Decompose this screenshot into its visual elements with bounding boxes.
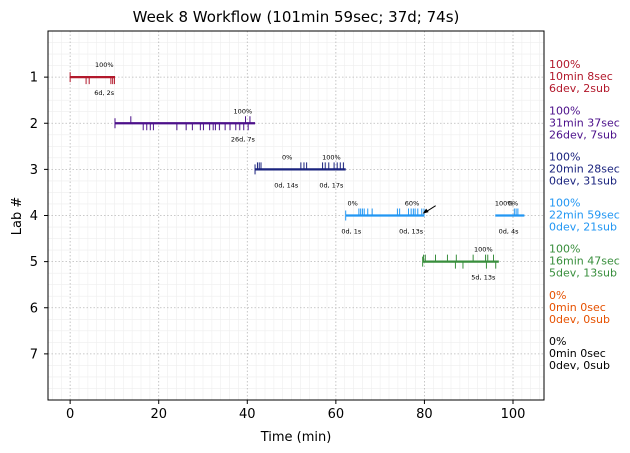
- percent-label: 100%: [322, 153, 341, 161]
- x-tick-label: 80: [416, 407, 433, 422]
- x-tick-label: 0: [66, 407, 74, 422]
- y-tick-label: 4: [30, 209, 38, 224]
- count-label: 6d, 2s: [94, 89, 115, 97]
- lab-4-summary-line: 22min 59sec: [549, 209, 620, 222]
- pointer-arrowhead: [422, 208, 429, 214]
- lab-1-summary-line: 10min 8sec: [549, 70, 613, 83]
- count-label: 0d, 14s: [274, 181, 299, 189]
- lab-5-summary-line: 5dev, 13sub: [549, 267, 617, 280]
- x-tick-label: 20: [150, 407, 167, 422]
- count-label: 0d, 4s: [499, 228, 520, 236]
- percent-label: 60%: [405, 200, 419, 208]
- y-tick-label: 7: [30, 347, 38, 362]
- x-tick-label: 60: [328, 407, 345, 422]
- percent-label: 100%: [95, 61, 114, 69]
- lab-2-summary-line: 100%: [549, 104, 580, 117]
- lab-3-summary-line: 20min 28sec: [549, 162, 620, 175]
- lab-6-summary-line: 0min 0sec: [549, 301, 606, 314]
- y-tick-label: 1: [30, 71, 38, 86]
- lab-3-series: 0% 100% 0d, 14s 0d, 17s: [254, 153, 346, 189]
- y-tick-label: 6: [30, 301, 38, 316]
- chart-title: Week 8 Workflow (101min 59sec; 37d; 74s): [133, 8, 460, 26]
- lab-5-summary-line: 100%: [549, 243, 580, 256]
- lab-6-summary-line: 0dev, 0sub: [549, 313, 610, 326]
- y-tick-label: 3: [30, 163, 38, 178]
- x-tick-label: 40: [239, 407, 256, 422]
- count-label: 0d, 1s: [341, 228, 362, 236]
- lab-3-summary-line: 0dev, 31sub: [549, 174, 617, 187]
- lab-5-summary-line: 16min 47sec: [549, 255, 620, 268]
- x-axis-label: Time (min): [260, 430, 332, 445]
- lab-1-summary-line: 6dev, 2sub: [549, 82, 610, 95]
- lab-1-series: 100% 6d, 2s: [69, 61, 116, 97]
- lab-5-series: 100% 5d, 13s: [422, 246, 499, 282]
- lab-2-series: 100% 26d, 7s: [114, 107, 256, 143]
- lab-7-summary-line: 0min 0sec: [549, 347, 606, 360]
- lab-2-summary-line: 31min 37sec: [549, 116, 620, 129]
- lab-7-summary-line: 0%: [549, 335, 566, 348]
- lab-6-summary-line: 0%: [549, 289, 566, 302]
- lab-7-summary-line: 0dev, 0sub: [549, 359, 610, 372]
- x-tick-label: 100: [501, 407, 526, 422]
- percent-label: 100%: [234, 107, 253, 115]
- axes: 0 20 40 60 80 100 1 2 3 4 5 6 7: [30, 71, 526, 422]
- grid: [48, 31, 544, 400]
- percent-label: 100%: [495, 200, 514, 208]
- count-label: 26d, 7s: [231, 135, 256, 143]
- lab-4-summary-line: 0dev, 21sub: [549, 221, 617, 234]
- percent-label: 100%: [474, 246, 493, 254]
- count-label: 0d, 13s: [399, 228, 424, 236]
- y-tick-label: 2: [30, 117, 38, 132]
- count-label: 5d, 13s: [471, 274, 496, 282]
- percent-label: 0%: [348, 200, 358, 208]
- lab-3-summary-line: 100%: [549, 150, 580, 163]
- lab-1-summary-line: 100%: [549, 58, 580, 71]
- percent-label: 0%: [508, 200, 518, 208]
- percent-label: 0%: [282, 153, 292, 161]
- y-tick-label: 5: [30, 255, 38, 270]
- y-axis-label: Lab #: [10, 197, 25, 236]
- lab-4-summary-line: 100%: [549, 197, 580, 210]
- lab-2-summary-line: 26dev, 7sub: [549, 128, 617, 141]
- lab-4-series: 0% 60% 100%0%0d, 1s 0d, 13s 0d, 4s: [341, 200, 525, 236]
- count-label: 0d, 17s: [319, 181, 344, 189]
